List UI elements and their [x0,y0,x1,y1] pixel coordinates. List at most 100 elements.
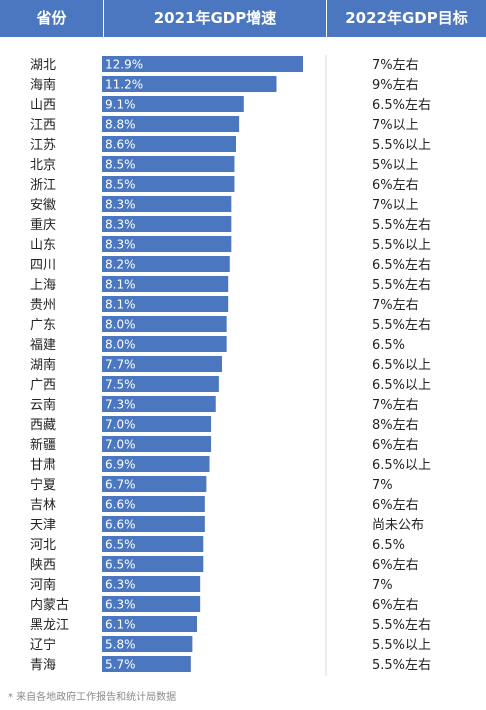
growth-bar [102,376,219,392]
province-label: 贵州 [30,298,56,313]
province-label: 河北 [30,538,56,553]
growth-value-label: 8.1% [105,298,136,312]
target-label: 5%以上 [372,158,419,173]
province-label: 重庆 [30,217,56,233]
growth-bar [102,576,201,592]
growth-value-label: 7.7% [105,358,136,372]
province-label: 江苏 [30,137,56,153]
target-label: 5.5%左右 [372,218,431,233]
growth-value-label: 5.7% [105,658,136,672]
footnote: * 来自各地政府工作报告和统计局数据 [8,692,177,703]
growth-bar [102,416,212,432]
province-label: 海南 [30,77,56,93]
growth-bar [102,256,230,272]
growth-value-label: 8.3% [105,238,136,252]
province-label: 上海 [30,278,56,293]
province-label: 山东 [30,238,56,253]
growth-value-label: 7.0% [105,438,136,452]
growth-value-label: 8.6% [105,138,136,152]
target-label: 5.5%左右 [372,658,431,673]
target-label: 5.5%以上 [372,638,431,653]
target-label: 6%左右 [372,558,419,573]
target-label: 7%左右 [372,58,419,73]
province-label: 山西 [30,98,56,113]
growth-bar [102,336,227,352]
header-growth: 2021年GDP增速 [153,9,277,27]
growth-bar [102,96,244,112]
growth-bar [102,596,201,612]
header-target: 2022年GDP目标 [345,9,468,27]
growth-bar [102,236,232,252]
province-label: 河南 [30,577,56,593]
target-label: 6.5%左右 [372,258,431,273]
growth-bar [102,476,207,492]
growth-bar [102,196,232,212]
province-label: 甘肃 [30,458,56,473]
province-label: 北京 [30,158,56,173]
growth-value-label: 8.0% [105,338,136,352]
target-label: 6.5% [372,538,405,553]
growth-bar [102,436,212,452]
growth-value-label: 5.8% [105,638,136,652]
target-label: 尚未公布 [372,518,424,533]
province-label: 宁夏 [30,477,56,493]
province-label: 新疆 [30,437,56,453]
growth-value-label: 8.2% [105,258,136,272]
growth-value-label: 8.5% [105,178,136,192]
province-label: 辽宁 [30,637,56,653]
target-label: 6%左右 [372,498,419,513]
growth-bar [102,216,232,232]
province-label: 四川 [30,258,56,273]
province-label: 安徽 [30,198,56,213]
province-label: 吉林 [30,498,56,513]
growth-value-label: 9.1% [105,98,136,112]
province-label: 天津 [30,518,56,533]
target-label: 7%左右 [372,298,419,313]
growth-bar [102,496,205,512]
target-label: 6%左右 [372,178,419,193]
growth-value-label: 7.0% [105,418,136,432]
growth-bar [102,656,191,672]
growth-value-label: 11.2% [105,78,143,92]
target-label: 6%左右 [372,438,419,453]
growth-bar [102,176,235,192]
growth-value-label: 6.6% [105,498,136,512]
growth-bar [102,396,216,412]
header-province: 省份 [36,9,67,27]
growth-value-label: 7.3% [105,398,136,412]
target-label: 7%以上 [372,118,419,133]
target-label: 5.5%左右 [372,618,431,633]
growth-value-label: 12.9% [105,58,143,72]
growth-value-label: 8.5% [105,158,136,172]
growth-value-label: 6.5% [105,558,136,572]
target-label: 7%左右 [372,398,419,413]
target-label: 8%左右 [372,418,419,433]
growth-bar [102,516,205,532]
growth-value-label: 6.7% [105,478,136,492]
target-label: 9%左右 [372,78,419,93]
growth-value-label: 6.5% [105,538,136,552]
growth-bar [102,76,277,92]
growth-bar [102,456,210,472]
growth-value-label: 6.3% [105,598,136,612]
growth-bar [102,636,193,652]
province-label: 云南 [30,397,56,413]
target-label: 5.5%以上 [372,238,431,253]
province-label: 湖南 [30,357,56,373]
province-label: 陕西 [30,558,56,573]
growth-value-label: 7.5% [105,378,136,392]
table-header: 省份 2021年GDP增速 2022年GDP目标 [0,0,486,37]
growth-value-label: 8.0% [105,318,136,332]
growth-value-label: 6.9% [105,458,136,472]
province-label: 西藏 [30,418,56,433]
growth-value-label: 8.3% [105,218,136,232]
growth-bar [102,296,229,312]
target-label: 6.5%左右 [372,98,431,113]
growth-bar [102,356,222,372]
growth-value-label: 8.1% [105,278,136,292]
province-label: 广西 [30,378,56,393]
province-label: 黑龙江 [30,618,69,633]
province-label: 福建 [30,338,56,353]
